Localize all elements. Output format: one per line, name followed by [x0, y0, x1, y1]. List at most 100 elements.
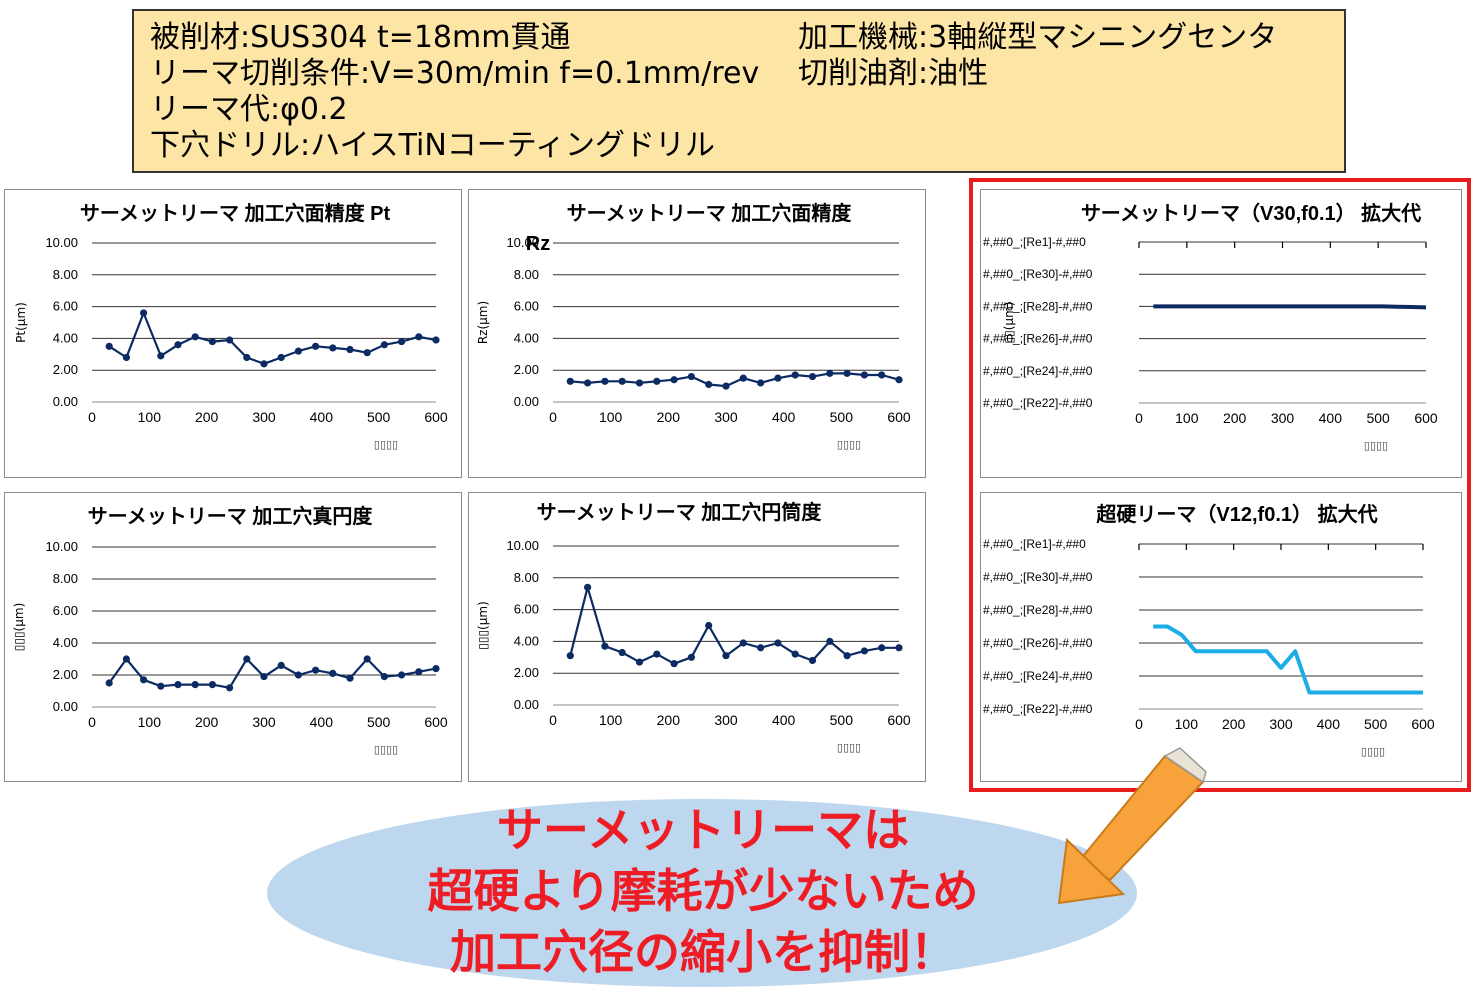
x-tick-label: 0 — [549, 712, 557, 728]
series-line — [1153, 304, 1427, 310]
data-point — [722, 652, 730, 660]
chart-roundness: サーメットリーマ 加工穴真円度 0.00 2.00 4.00 6.00 8.00 10.00… — [12, 504, 448, 756]
data-point — [808, 372, 817, 381]
highlight-frame — [969, 178, 1471, 792]
y-tick-label: #,##0_;[Re26]-#,##0 — [983, 332, 1093, 346]
y-axis-label: ▯▯▯(μm) — [476, 601, 490, 650]
data-point — [860, 647, 868, 655]
x-axis-label: ▯▯▯▯ — [1361, 745, 1385, 758]
data-point — [174, 681, 182, 689]
y-tick-label: 2.00 — [514, 665, 539, 680]
y-tick-label: #,##0_;[Re26]-#,##0 — [983, 636, 1093, 650]
data-point — [843, 369, 851, 377]
data-point — [584, 379, 592, 387]
x-tick-label: 400 — [1319, 410, 1343, 426]
x-tick-label: 100 — [599, 409, 623, 425]
data-point — [739, 374, 747, 382]
x-tick-label: 500 — [830, 712, 854, 728]
data-point — [398, 671, 406, 679]
data-point — [895, 376, 903, 384]
data-point — [860, 371, 868, 379]
data-point — [653, 377, 661, 385]
callout-line-2: 超硬より摩耗が少ないため — [427, 864, 979, 918]
data-point — [140, 676, 148, 684]
x-tick-label: 200 — [1223, 410, 1247, 426]
y-tick-label: 2.00 — [53, 667, 78, 682]
x-axis-label: ▯▯▯▯ — [837, 741, 861, 754]
x-tick-label: 400 — [1317, 716, 1341, 732]
chart-cermet-allowance: サーメットリーマ（V30,f0.1） 拡大代 #,##0_;[Re22]-#,##… — [983, 201, 1438, 452]
x-tick-label: 200 — [195, 409, 219, 425]
y-tick-label: 4.00 — [53, 330, 78, 345]
y-tick-label: 0.00 — [514, 697, 539, 712]
chart-pt: サーメットリーマ 加工穴面精度 Pt 0.00 2.00 4.00 6.00 8.00 10… — [14, 201, 448, 451]
y-tick-label: 8.00 — [53, 571, 78, 586]
data-point — [584, 583, 592, 591]
data-point — [878, 371, 886, 379]
x-tick-label: 300 — [1271, 410, 1295, 426]
y-axis-label: ▯▯(μm) — [1002, 302, 1016, 344]
data-point — [687, 653, 695, 661]
chart-title: サーメットリーマ（V30,f0.1） 拡大代 — [1081, 201, 1421, 225]
data-point — [260, 360, 268, 368]
y-tick-label: 0.00 — [53, 699, 78, 714]
data-point — [226, 684, 234, 692]
data-point — [122, 353, 130, 362]
machine-text: 加工機械:3軸縦型マシニングセンタ — [798, 20, 1278, 55]
x-tick-label: 600 — [887, 712, 911, 728]
data-point — [618, 648, 626, 657]
chart-title: 超硬リーマ（V12,f0.1） 拡大代 — [1095, 502, 1377, 526]
data-point — [415, 333, 423, 341]
x-tick-label: 200 — [195, 714, 219, 730]
cutting-oil-text: 切削油剤:油性 — [798, 56, 989, 91]
y-tick-label: #,##0_;[Re28]-#,##0 — [983, 299, 1093, 313]
data-point — [329, 344, 337, 352]
data-point — [157, 352, 165, 360]
pencil-arrow-icon — [1057, 747, 1207, 905]
pilot-drill-text: 下穴ドリル:ハイスTiNコーティングドリル — [150, 128, 715, 163]
y-tick-label: 10.00 — [45, 539, 78, 554]
data-point — [635, 658, 644, 666]
data-point — [191, 681, 199, 689]
y-tick-label: 4.00 — [53, 635, 78, 650]
data-point — [277, 353, 285, 362]
chart-title: サーメットリーマ 加工穴円筒度 — [537, 500, 823, 524]
x-axis-label: ▯▯▯▯ — [1364, 439, 1388, 452]
y-tick-label: #,##0_;[Re24]-#,##0 — [983, 669, 1093, 683]
data-point — [294, 347, 302, 355]
data-point — [653, 650, 661, 658]
chart-panel-cermet-allowance: サーメットリーマ（V30,f0.1） 拡大代 #,##0_;[Re22]-#,##… — [980, 189, 1462, 478]
y-tick-label: #,##0_;[Re1]-#,##0 — [983, 235, 1086, 249]
data-point — [705, 621, 713, 630]
data-point — [774, 374, 782, 382]
y-tick-label: 2.00 — [514, 362, 539, 377]
data-point — [826, 637, 834, 645]
x-tick-label: 200 — [657, 712, 681, 728]
data-point — [432, 336, 440, 344]
data-point — [791, 371, 799, 379]
x-tick-label: 100 — [1175, 716, 1199, 732]
chart-rz: サーメットリーマ 加工穴面精度 Rz 0.00 2.00 4.00 6.00 8.00 10.… — [476, 201, 911, 451]
x-tick-label: 0 — [549, 409, 557, 425]
chart-title: サーメットリーマ 加工穴面精度 Rz — [526, 201, 853, 255]
data-point — [226, 336, 234, 344]
data-point — [346, 345, 354, 354]
y-axis-label: Pt(μm) — [14, 302, 28, 343]
chart-panel-pt: サーメットリーマ 加工穴面精度 Pt 0.00 2.00 4.00 6.00 8.00 10… — [4, 189, 462, 478]
reamer-conditions-text: リーマ切削条件:V=30m/min f=0.1mm/rev — [150, 56, 760, 91]
x-tick-label: 400 — [772, 409, 796, 425]
data-point — [398, 337, 406, 346]
y-tick-label: 8.00 — [514, 570, 539, 585]
data-point — [670, 376, 678, 384]
test-conditions-box: 被削材:SUS304 t=18mm貫通 リーマ切削条件:V=30m/min f=… — [132, 9, 1346, 173]
data-point — [670, 660, 678, 668]
y-axis-label: ▯▯▯(μm) — [12, 603, 26, 652]
x-tick-label: 500 — [1364, 716, 1388, 732]
data-point — [380, 341, 388, 349]
data-point — [757, 644, 765, 652]
data-point — [791, 650, 799, 658]
chart-carbide-allowance: 超硬リーマ（V12,f0.1） 拡大代 #,##0_;[Re22]-#,##0 #,… — [983, 502, 1435, 758]
data-point — [415, 668, 423, 676]
data-point — [312, 342, 320, 350]
y-tick-label: 6.00 — [514, 299, 539, 314]
